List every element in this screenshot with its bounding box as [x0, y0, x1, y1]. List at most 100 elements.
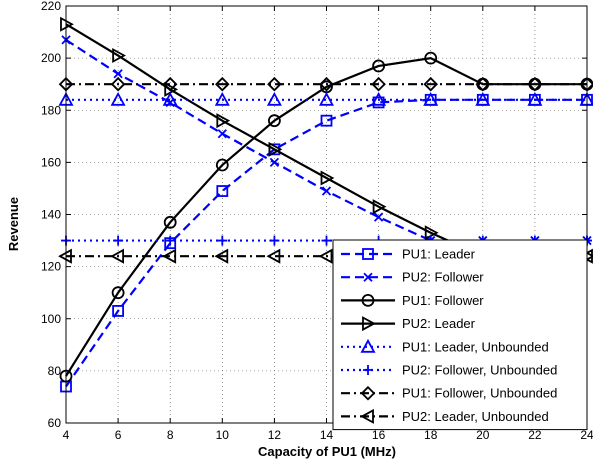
legend-marker [363, 272, 373, 282]
data-point [527, 91, 543, 106]
data-point [113, 69, 123, 79]
series-1 [61, 35, 592, 246]
legend-item: PU1: Leader [341, 247, 476, 262]
series-line [65, 23, 587, 258]
legend-label: PU1: Follower, Unbounded [402, 386, 557, 401]
x-tick-label: 4 [63, 428, 70, 442]
data-point [111, 286, 125, 300]
series-3 [60, 16, 593, 264]
series-line [65, 56, 587, 377]
y-tick-label: 220 [41, 0, 61, 13]
data-point [215, 158, 229, 172]
y-axis-label: Revenue [6, 197, 21, 251]
data-point [216, 185, 229, 197]
data-point [266, 91, 282, 106]
data-point [319, 76, 334, 92]
data-point [318, 91, 335, 106]
legend-label: PU2: Follower, Unbounded [402, 363, 557, 378]
x-tick-label: 6 [115, 428, 122, 442]
data-point [371, 76, 386, 92]
data-point [424, 51, 438, 65]
legend-marker [360, 408, 374, 424]
x-tick-label: 8 [167, 428, 174, 442]
y-tick-label: 80 [48, 364, 62, 378]
legend-label: PU2: Leader, Unbounded [402, 409, 549, 424]
legend-item: PU1: Follower, Unbounded [341, 386, 557, 401]
data-point [217, 235, 228, 246]
data-point [215, 76, 230, 92]
data-point [475, 76, 491, 92]
legend-marker [362, 248, 374, 260]
data-point [475, 91, 491, 106]
y-tick-label: 60 [48, 416, 62, 430]
data-point [164, 81, 179, 97]
x-tick-label: 10 [216, 428, 230, 442]
data-point [110, 91, 126, 106]
data-point [371, 91, 387, 106]
data-point [110, 248, 124, 264]
data-point [321, 186, 332, 196]
data-point [321, 235, 332, 246]
x-tick-label: 12 [268, 428, 282, 442]
legend-marker [363, 365, 373, 375]
data-point [162, 76, 178, 92]
data-point [320, 114, 333, 127]
data-point [372, 199, 387, 215]
x-tick-label: 14 [320, 428, 334, 442]
legend-label: PU1: Leader [402, 247, 476, 262]
data-point [113, 235, 124, 246]
legend-marker [360, 338, 376, 353]
y-tick-label: 140 [41, 208, 61, 222]
x-axis-label: Capacity of PU1 (MHz) [258, 444, 396, 459]
legend-item: PU2: Leader [341, 316, 476, 332]
data-point [163, 215, 177, 229]
data-point [527, 76, 543, 92]
data-point [423, 76, 438, 92]
data-point [165, 235, 176, 246]
y-tick-label: 120 [41, 260, 61, 274]
legend-item: PU2: Follower [341, 270, 484, 285]
data-point [423, 91, 439, 106]
y-tick-label: 180 [41, 103, 61, 117]
data-point [320, 170, 335, 186]
data-point [217, 129, 227, 139]
legend-item: PU1: Follower [341, 293, 484, 308]
x-tick-label: 16 [372, 428, 386, 442]
data-point [269, 235, 280, 246]
x-tick-label: 20 [476, 428, 490, 442]
legend-label: PU1: Follower [402, 293, 484, 308]
data-point [110, 76, 126, 92]
y-tick-label: 160 [41, 155, 61, 169]
data-point [112, 48, 126, 64]
legend: PU1: Leader PU2: Follower PU1: Follower PU2… [332, 239, 588, 431]
data-point [267, 114, 281, 128]
data-point [318, 248, 333, 264]
legend-label: PU2: Follower [402, 270, 484, 285]
series-6 [58, 76, 593, 92]
data-point [162, 91, 178, 106]
data-point [266, 248, 281, 264]
data-point [214, 91, 230, 106]
legend-item: PU2: Leader, Unbounded [341, 408, 549, 424]
x-tick-label: 18 [424, 428, 438, 442]
data-point [162, 248, 177, 264]
data-point [268, 141, 283, 157]
legend-label: PU2: Leader [402, 316, 476, 331]
y-tick-label: 200 [41, 51, 61, 65]
legend-item: PU1: Leader, Unbounded [341, 338, 549, 354]
data-point [267, 76, 282, 92]
x-tick-label: 22 [528, 428, 542, 442]
y-tick-label: 100 [41, 312, 61, 326]
data-point [216, 113, 231, 129]
legend-item: PU2: Follower, Unbounded [341, 363, 557, 378]
data-point [269, 157, 280, 168]
legend-marker [361, 293, 375, 307]
data-point [372, 59, 386, 73]
data-point [373, 212, 384, 222]
series-line [65, 98, 587, 388]
legend-marker [362, 316, 376, 332]
data-point [112, 305, 124, 317]
data-point [214, 248, 229, 264]
